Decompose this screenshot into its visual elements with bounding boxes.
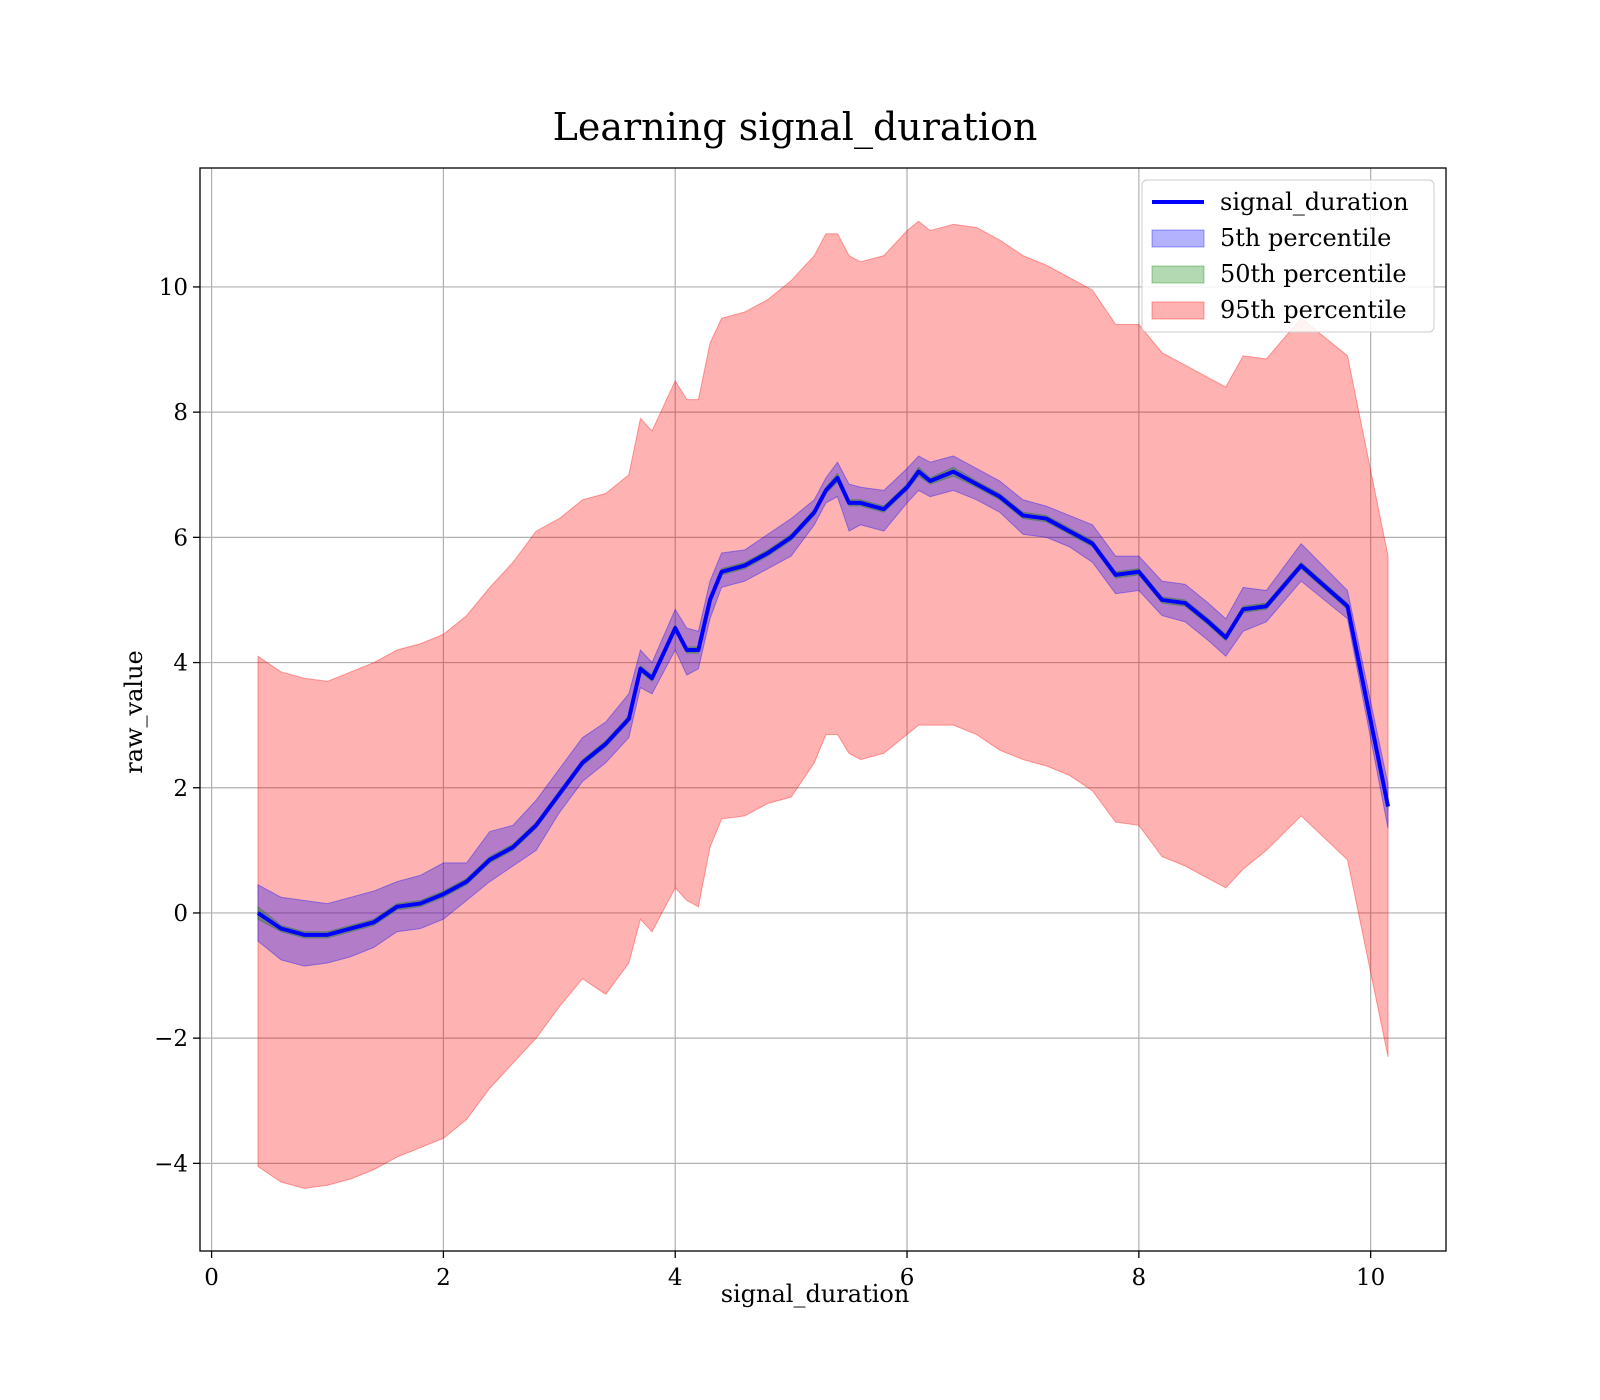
y-tick-label: −2 [154,1026,188,1052]
y-tick-label: −4 [154,1151,188,1177]
x-axis-ticks: 0 2 4 6 8 10 [204,1251,1385,1291]
y-tick-label: 8 [173,400,188,426]
legend-label: 50th percentile [1220,260,1407,288]
y-tick-label: 10 [159,275,188,301]
y-axis-label: raw_value [120,650,148,774]
x-tick-label: 2 [436,1265,451,1291]
x-tick-label: 8 [1132,1265,1147,1291]
series-lines [256,469,1391,937]
legend: signal_duration 5th percentile 50th percen… [1141,179,1435,333]
legend-patch-swatch [1151,265,1205,284]
y-tick-label: 0 [173,901,188,927]
x-tick-label: 0 [204,1265,219,1291]
grid [200,168,1446,1251]
y-axis-ticks: −4 −2 0 2 4 6 8 10 [154,275,200,1177]
x-tick-label: 10 [1356,1265,1385,1291]
legend-label: 95th percentile [1220,296,1407,324]
legend-label: 5th percentile [1220,224,1391,252]
legend-entry: 50th percentile [1151,260,1407,288]
legend-patch-swatch [1151,301,1205,320]
legend-entry: 95th percentile [1151,296,1407,324]
y-tick-label: 6 [173,525,188,551]
band-95th-percentile [257,220,1389,1189]
legend-box [1141,179,1435,333]
series-line-signal-duration [256,469,1391,937]
x-tick-label: 4 [668,1265,683,1291]
x-axis-label: signal_duration [721,1280,910,1308]
x-tick-label: 6 [900,1265,915,1291]
plot-frame [199,167,1447,1252]
band-5th-percentile [257,455,1389,967]
y-tick-label: 2 [173,776,188,802]
legend-entry: signal_duration [1152,188,1409,216]
chart-title: Learning signal_duration [553,105,1038,150]
legend-entry: 5th percentile [1151,224,1391,252]
legend-label: signal_duration [1220,188,1409,216]
legend-patch-swatch [1151,229,1205,248]
y-tick-label: 4 [173,651,188,677]
